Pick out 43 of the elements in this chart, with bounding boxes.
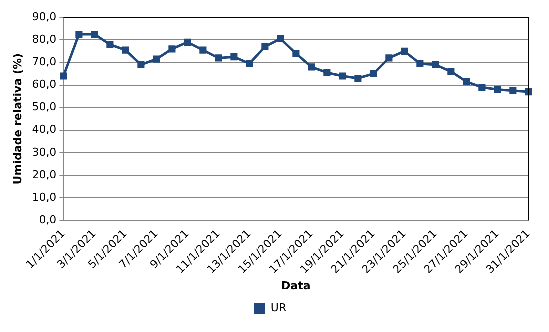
point <box>262 43 269 50</box>
point <box>494 86 502 94</box>
y-tick-label: 30,0 <box>32 146 57 159</box>
x-axis-title: Data <box>282 279 311 292</box>
point <box>91 30 98 38</box>
y-tick-label: 50,0 <box>32 100 57 114</box>
y-tick-label: 80,0 <box>32 33 57 46</box>
point <box>416 60 424 68</box>
y-axis-title: Umidade relativa (%) <box>11 53 24 185</box>
y-tick-label: 60,0 <box>32 78 57 92</box>
point <box>230 54 238 61</box>
y-tick-label: 10,0 <box>32 190 57 204</box>
point <box>246 60 254 68</box>
point <box>292 50 300 58</box>
point <box>324 69 331 76</box>
point <box>215 54 222 62</box>
y-tick-label: 0,0 <box>39 213 57 226</box>
point <box>168 46 176 53</box>
point <box>339 72 346 80</box>
point <box>370 70 378 78</box>
point <box>277 35 284 43</box>
point <box>200 46 207 54</box>
y-tick-label: 70,0 <box>32 56 57 69</box>
point <box>76 30 83 38</box>
point <box>386 54 393 62</box>
point <box>106 41 114 48</box>
point <box>478 84 486 92</box>
point <box>463 78 470 86</box>
point <box>510 87 517 94</box>
point <box>138 61 145 68</box>
point <box>122 46 130 54</box>
legend-label: UR <box>270 301 287 314</box>
point <box>448 68 455 76</box>
y-tick-label: 40,0 <box>32 123 57 136</box>
point <box>184 38 192 46</box>
y-tick-label: 20,0 <box>32 168 57 182</box>
y-tick-label: 90,0 <box>32 10 57 24</box>
point <box>308 64 316 71</box>
point <box>401 48 408 55</box>
point <box>432 61 440 68</box>
point <box>60 72 68 80</box>
point <box>354 74 362 82</box>
point <box>153 56 160 63</box>
